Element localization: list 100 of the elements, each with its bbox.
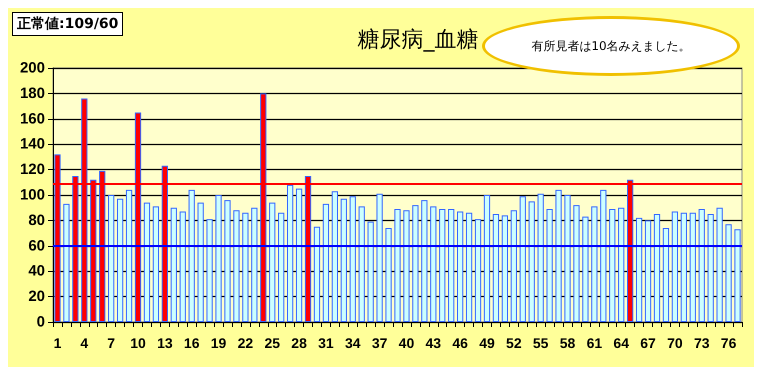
x-tick-label: 64	[613, 335, 630, 351]
bar	[198, 202, 204, 322]
bar	[233, 210, 240, 322]
bar	[564, 195, 571, 322]
bar	[698, 208, 705, 322]
y-tick-label: 60	[28, 237, 45, 254]
y-tick-label: 80	[28, 212, 45, 229]
bar	[188, 190, 195, 322]
bar	[332, 191, 338, 322]
x-tick-label: 43	[426, 335, 442, 351]
bar	[394, 208, 401, 322]
bar	[725, 224, 732, 322]
bar	[654, 214, 660, 322]
bar	[492, 214, 500, 322]
bar	[242, 212, 249, 322]
bar	[108, 195, 114, 322]
x-tick-label: 16	[184, 335, 200, 351]
bar	[680, 212, 687, 322]
x-tick-label: 52	[506, 335, 522, 351]
bar	[269, 202, 276, 322]
bar	[644, 220, 652, 322]
x-tick-label: 22	[238, 335, 254, 351]
bar	[251, 208, 258, 322]
bar	[286, 184, 294, 322]
bar	[502, 215, 508, 322]
y-tick-label: 120	[20, 161, 45, 178]
bar	[582, 216, 589, 322]
bar	[591, 206, 598, 322]
bar	[322, 204, 330, 322]
x-tick-label: 46	[452, 335, 468, 351]
x-tick-label: 1	[54, 335, 62, 351]
y-tick-label: 100	[20, 186, 45, 204]
bar	[180, 212, 186, 322]
x-tick-label: 49	[479, 335, 495, 351]
bar	[609, 208, 616, 322]
bar	[376, 194, 383, 322]
bar	[63, 204, 70, 322]
x-tick-label: 67	[640, 335, 656, 351]
bar	[716, 208, 723, 322]
bar	[412, 205, 419, 322]
bar	[126, 190, 132, 322]
x-tick-label: 76	[720, 335, 737, 351]
bar	[439, 208, 446, 322]
bar	[215, 195, 222, 322]
text: 正常値:109/60	[12, 12, 124, 36]
bar	[528, 201, 535, 322]
bar	[734, 229, 741, 322]
bar	[385, 228, 392, 322]
bar	[484, 195, 490, 322]
bar	[152, 206, 160, 322]
bar	[690, 212, 696, 322]
bar	[538, 194, 544, 322]
x-tick-label: 25	[264, 335, 280, 351]
y-tick-label: 20	[28, 288, 45, 306]
y-tick-label: 0	[36, 314, 45, 330]
bar	[546, 208, 553, 322]
x-tick-label: 58	[560, 335, 576, 351]
bar	[618, 208, 624, 322]
x-tick-label: 19	[210, 335, 227, 351]
x-tick-label: 40	[398, 335, 414, 351]
bar	[314, 226, 320, 322]
bar	[278, 212, 284, 322]
bar	[636, 218, 642, 322]
bar	[448, 208, 454, 322]
bar	[350, 196, 356, 322]
bar	[358, 206, 365, 322]
bar	[296, 188, 302, 322]
x-tick-label: 4	[80, 335, 88, 351]
x-tick-label: 7	[107, 335, 116, 351]
bar	[421, 200, 428, 322]
y-tick-label: 140	[20, 136, 45, 153]
x-tick-label: 28	[291, 335, 308, 351]
bar	[662, 228, 670, 322]
bar	[144, 202, 150, 322]
bar	[555, 190, 562, 322]
bar	[573, 205, 580, 322]
bar	[520, 196, 526, 322]
bar	[672, 212, 678, 322]
x-tick-label: 70	[667, 335, 683, 351]
bar	[340, 198, 347, 322]
bar	[457, 212, 464, 322]
bar	[224, 200, 231, 322]
x-tick-label: 55	[532, 335, 549, 351]
x-tick-label: 73	[694, 335, 710, 351]
bar	[430, 206, 436, 322]
y-tick-label: 160	[20, 110, 45, 128]
bar	[510, 210, 517, 322]
x-tick-label: 13	[157, 335, 173, 351]
y-tick-label: 180	[20, 84, 45, 102]
bar	[600, 190, 606, 322]
x-tick-label: 10	[130, 335, 146, 351]
x-tick-label: 31	[318, 335, 334, 351]
x-tick-label: 61	[586, 335, 602, 351]
x-tick-label: 34	[344, 335, 361, 351]
bar	[403, 210, 410, 322]
bar	[708, 214, 714, 322]
y-tick-label: 200	[20, 60, 45, 76]
bar	[466, 212, 472, 322]
bar	[116, 198, 124, 322]
x-tick-label: 37	[372, 335, 388, 351]
